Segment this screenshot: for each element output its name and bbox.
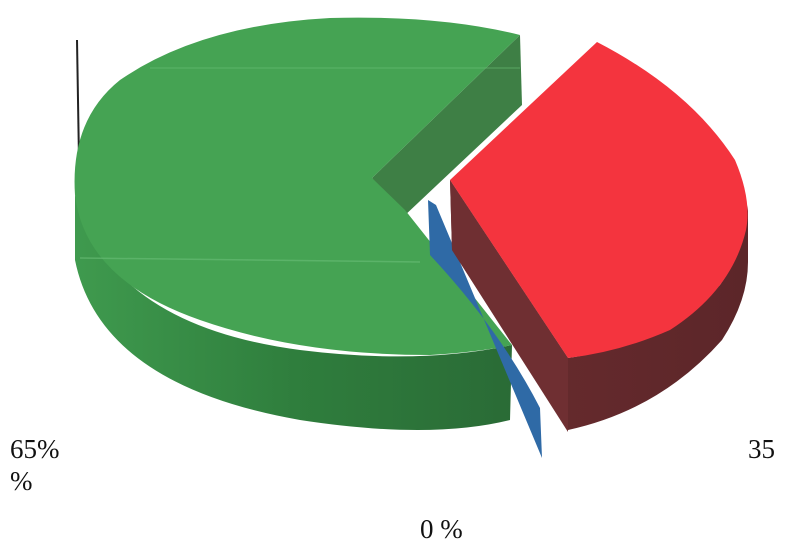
left-tick-line [76,39,80,161]
label-65-percent-wrap: % [10,466,33,496]
pie-slice-35-top [450,42,748,358]
pie-slice-65-top [74,17,520,355]
pie-slice-65 [74,17,522,430]
pie-slice-65-highlight [79,257,421,263]
label-35: 35 [748,434,775,464]
pie-slice-0 [428,200,542,458]
label-65: 65% [10,434,60,464]
pie-slice-35-side [450,180,748,430]
pie-slice-0-face [428,200,542,458]
pie-slice-65-inner-wall [372,35,522,218]
pie-slice-65-side [75,195,512,430]
label-0: 0 % [420,514,463,544]
pie-slice-35 [450,42,748,432]
pie-slice-35-inner-wall [450,180,568,432]
